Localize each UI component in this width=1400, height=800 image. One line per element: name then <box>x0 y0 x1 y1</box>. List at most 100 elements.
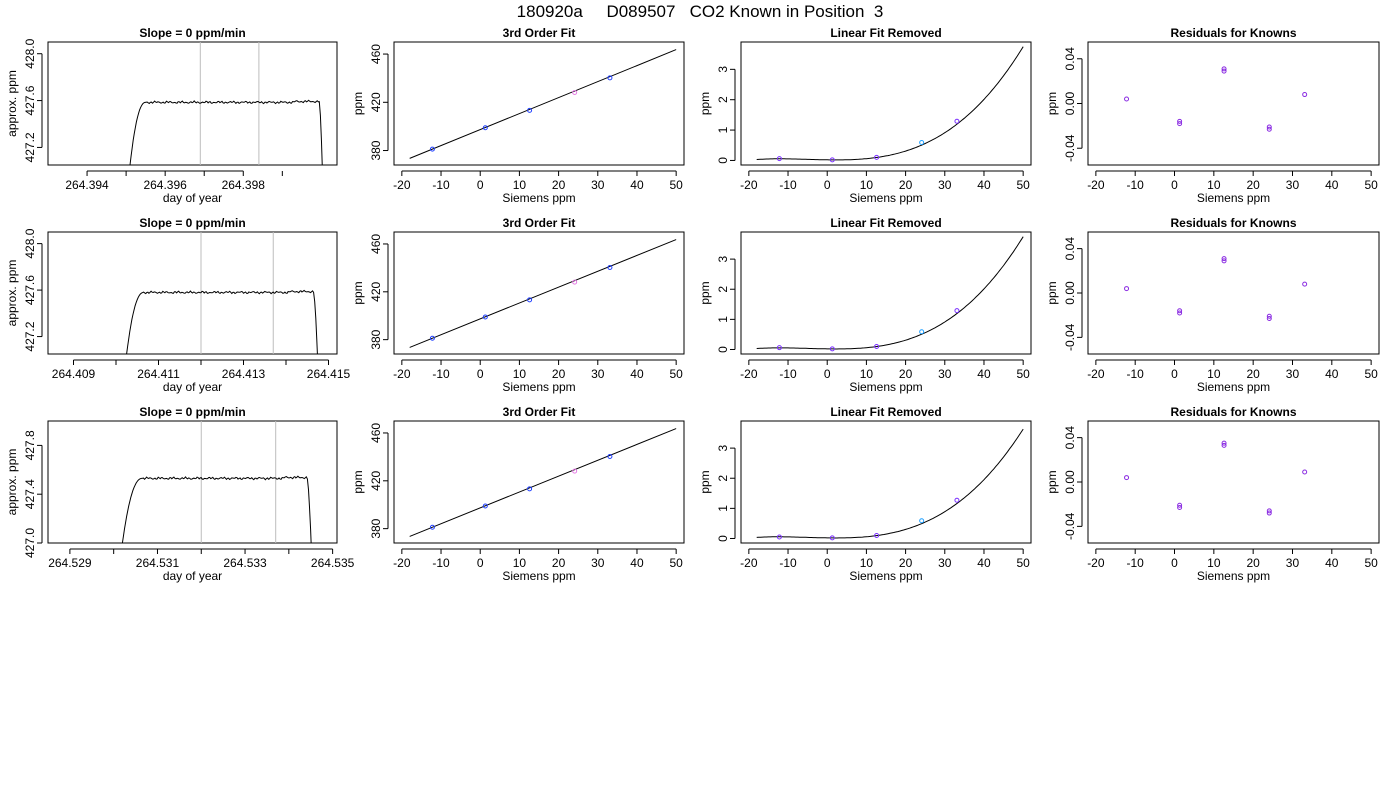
x-tick-label: 20 <box>899 367 913 381</box>
x-tick-label: -10 <box>779 178 797 192</box>
y-tick-label: 460 <box>369 423 383 443</box>
panel-title: Linear Fit Removed <box>830 405 941 419</box>
chart-panel-2: 3rd Order Fit -20 -10 0 10 20 30 40 50 Siemens pp… <box>351 26 685 205</box>
y-tick-label: -0.04 <box>1063 512 1077 540</box>
y-tick-label: 427.0 <box>23 528 37 558</box>
plot-frame <box>47 420 338 544</box>
data-point <box>1177 505 1183 511</box>
x-tick-label: -20 <box>393 556 411 570</box>
x-tick-label: 30 <box>591 367 605 381</box>
x-tick-label: 264.529 <box>48 556 92 570</box>
chart-panel-1: Slope = 0 ppm/min 264.394 264.396 264.398da… <box>5 26 338 205</box>
x-tick-label: -10 <box>1127 178 1145 192</box>
x-tick-label: 10 <box>513 367 527 381</box>
fit-line <box>409 428 677 537</box>
y-tick-label: 428.0 <box>23 228 37 258</box>
data-point <box>1177 502 1183 508</box>
x-tick-label: 30 <box>1286 178 1300 192</box>
y-axis-label: ppm <box>351 470 365 493</box>
y-tick-label: 428.0 <box>23 38 37 68</box>
plot-area <box>1124 256 1308 322</box>
x-tick-label: 0 <box>1171 178 1178 192</box>
data-point <box>1124 475 1130 481</box>
x-tick-label: -10 <box>1127 367 1145 381</box>
panel-title: Residuals for Knowns <box>1170 26 1296 40</box>
panel-title: Residuals for Knowns <box>1170 405 1296 419</box>
data-point <box>874 532 880 538</box>
x-tick-label: 40 <box>630 367 644 381</box>
x-tick-label: 0 <box>477 556 484 570</box>
data-point <box>1221 442 1227 448</box>
y-tick-label: 3 <box>716 444 730 451</box>
x-tick-label: 50 <box>1364 178 1378 192</box>
x-axis-label: Siemens ppm <box>1197 569 1270 583</box>
data-point <box>919 140 925 146</box>
data-point <box>1221 258 1227 264</box>
panel-title: 3rd Order Fit <box>503 405 576 419</box>
data-point <box>572 279 578 285</box>
data-point <box>429 335 435 341</box>
data-point <box>829 535 835 541</box>
y-tick-label: 420 <box>369 470 383 490</box>
plot-frame <box>740 231 1032 355</box>
cubic-curve <box>756 46 1024 161</box>
plot-frame <box>393 420 685 544</box>
y-tick-label: 0.00 <box>1063 91 1077 115</box>
panel-title: Linear Fit Removed <box>830 216 941 230</box>
plot-area <box>1124 66 1308 132</box>
y-tick-label: 3 <box>716 66 730 73</box>
panel-title: 3rd Order Fit <box>503 216 576 230</box>
plot-area <box>756 428 1024 541</box>
plot-area <box>409 428 677 537</box>
figure-title: 180920a D089507 CO2 Known in Position 3 <box>516 2 884 21</box>
x-axis-label: Siemens ppm <box>849 380 922 394</box>
cubic-curve <box>756 428 1024 539</box>
x-tick-label: 40 <box>1325 178 1339 192</box>
data-point <box>829 157 835 163</box>
x-tick-label: 0 <box>1171 556 1178 570</box>
y-axis-label: approx. ppm <box>5 260 19 327</box>
x-tick-label: 30 <box>938 367 952 381</box>
x-tick-label: -10 <box>432 556 450 570</box>
chart-panel-5: Slope = 0 ppm/min 264.409 264.411 264.413 26… <box>5 216 351 394</box>
x-tick-label: 20 <box>899 178 913 192</box>
plot-area <box>1124 440 1308 516</box>
x-tick-label: -20 <box>393 178 411 192</box>
x-tick-label: 10 <box>1207 178 1221 192</box>
data-point <box>919 329 925 335</box>
fit-line <box>409 239 677 348</box>
data-point <box>1302 92 1308 98</box>
x-tick-label: 10 <box>513 556 527 570</box>
plot-frame <box>47 231 338 355</box>
x-tick-label: -10 <box>1127 556 1145 570</box>
cubic-curve <box>756 236 1024 350</box>
data-point <box>1177 310 1183 316</box>
data-point <box>874 154 880 160</box>
y-axis-label: ppm <box>351 92 365 115</box>
data-point <box>1221 440 1227 446</box>
x-tick-label: -20 <box>740 556 758 570</box>
y-axis-label: ppm <box>351 281 365 304</box>
x-tick-label: 10 <box>860 367 874 381</box>
x-axis-label: day of year <box>163 569 222 583</box>
x-tick-label: 264.394 <box>65 178 109 192</box>
x-tick-label: 50 <box>669 178 683 192</box>
y-tick-label: 420 <box>369 281 383 301</box>
fit-line <box>409 49 677 159</box>
x-tick-label: 264.413 <box>222 367 266 381</box>
y-tick-label: 0.04 <box>1063 237 1077 261</box>
data-point <box>1177 118 1183 124</box>
y-tick-label: -0.04 <box>1063 134 1077 162</box>
concentration-trace <box>126 289 318 354</box>
y-tick-label: 460 <box>369 234 383 254</box>
x-tick-label: 0 <box>824 178 831 192</box>
x-tick-label: 50 <box>1016 556 1030 570</box>
x-tick-label: 30 <box>1286 556 1300 570</box>
x-tick-label: -20 <box>740 178 758 192</box>
y-tick-label: 0.00 <box>1063 281 1077 305</box>
data-point <box>429 146 435 152</box>
x-tick-label: 20 <box>1246 367 1260 381</box>
y-tick-label: 3 <box>716 255 730 262</box>
y-tick-label: 0 <box>716 346 730 353</box>
x-tick-label: 50 <box>669 367 683 381</box>
